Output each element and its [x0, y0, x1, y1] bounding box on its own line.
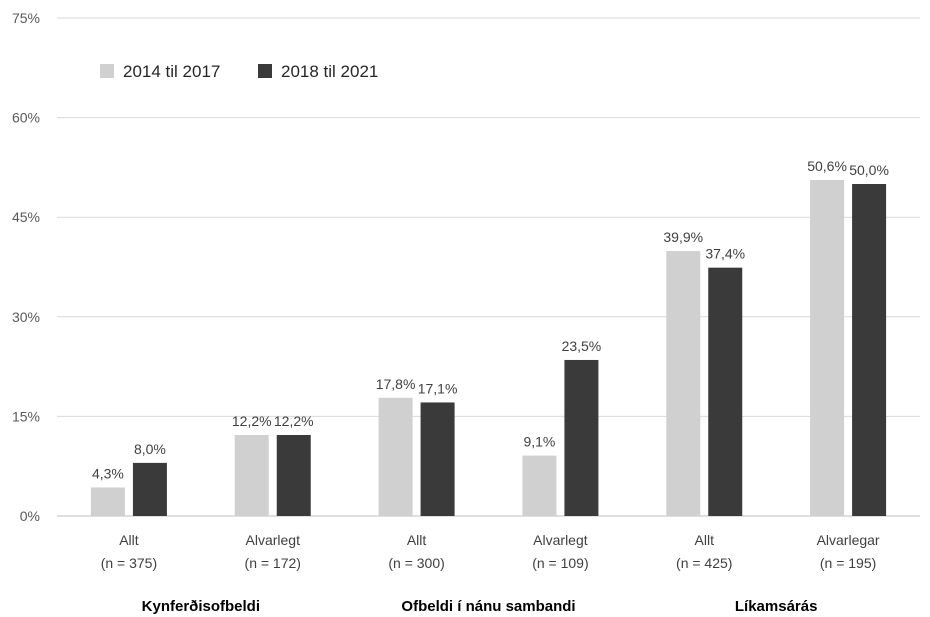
x-axis: Allt (n = 375) Alvarlegt (n = 172) Allt (n = … — [101, 532, 880, 571]
bar — [420, 402, 455, 516]
data-label: 17,1% — [418, 380, 458, 396]
data-label: 9,1% — [523, 434, 555, 450]
data-label: 39,9% — [663, 229, 703, 245]
data-label: 50,6% — [807, 158, 847, 174]
data-label: 23,5% — [562, 338, 602, 354]
data-label: 8,0% — [134, 441, 166, 457]
legend: 2014 til 2017 2018 til 2021 — [100, 62, 378, 81]
bar — [276, 434, 311, 516]
bar — [708, 267, 743, 516]
bar — [666, 251, 701, 516]
y-tick-label: 15% — [12, 408, 40, 424]
bar — [234, 434, 269, 516]
legend-swatch — [258, 64, 272, 78]
bars — [90, 180, 887, 517]
data-label: 12,2% — [274, 413, 314, 429]
y-tick-label: 0% — [20, 508, 40, 524]
x-tick-label: Allt — [695, 532, 715, 548]
x-tick-label: Allt — [119, 532, 139, 548]
x-tick-label: (n = 195) — [820, 555, 876, 571]
legend-swatch — [100, 64, 114, 78]
x-tick-label: (n = 109) — [532, 555, 588, 571]
data-label: 17,8% — [376, 376, 416, 392]
x-tick-label: (n = 172) — [245, 555, 301, 571]
y-tick-label: 45% — [12, 209, 40, 225]
y-tick-label: 75% — [12, 10, 40, 26]
x-tick-label: (n = 375) — [101, 555, 157, 571]
group-label: Kynferðisofbeldi — [142, 598, 260, 615]
y-tick-label: 30% — [12, 309, 40, 325]
bar — [564, 359, 599, 516]
x-tick-label: Alvarlegt — [533, 532, 588, 548]
x-tick-label: Alvarlegar — [817, 532, 880, 548]
y-axis: 0% 15% 30% 45% 60% 75% — [12, 10, 920, 524]
bar — [90, 487, 125, 516]
data-label: 50,0% — [849, 162, 889, 178]
gridlines — [57, 17, 920, 417]
data-labels: 4,3% 12,2% 17,8% 9,1% 39,9% 50,6% 8,0% 12,2% 17,… — [92, 158, 889, 481]
bar — [852, 184, 887, 516]
data-label: 4,3% — [92, 465, 124, 481]
data-label: 37,4% — [705, 246, 745, 262]
group-label: Líkamsárás — [735, 598, 818, 615]
x-tick-label: Alvarlegt — [246, 532, 301, 548]
bar — [378, 397, 413, 516]
x-tick-label: (n = 425) — [676, 555, 732, 571]
x-tick-label: Allt — [407, 532, 427, 548]
data-label: 12,2% — [232, 413, 272, 429]
y-tick-label: 60% — [12, 110, 40, 126]
group-label: Ofbeldi í nánu sambandi — [401, 598, 575, 615]
bar — [810, 180, 845, 517]
x-tick-label: (n = 300) — [388, 555, 444, 571]
bar — [522, 455, 557, 516]
legend-label: 2014 til 2017 — [123, 62, 220, 81]
bar — [132, 462, 167, 516]
group-labels: Kynferðisofbeldi Ofbeldi í nánu sambandi L… — [142, 598, 818, 615]
legend-label: 2018 til 2021 — [281, 62, 378, 81]
